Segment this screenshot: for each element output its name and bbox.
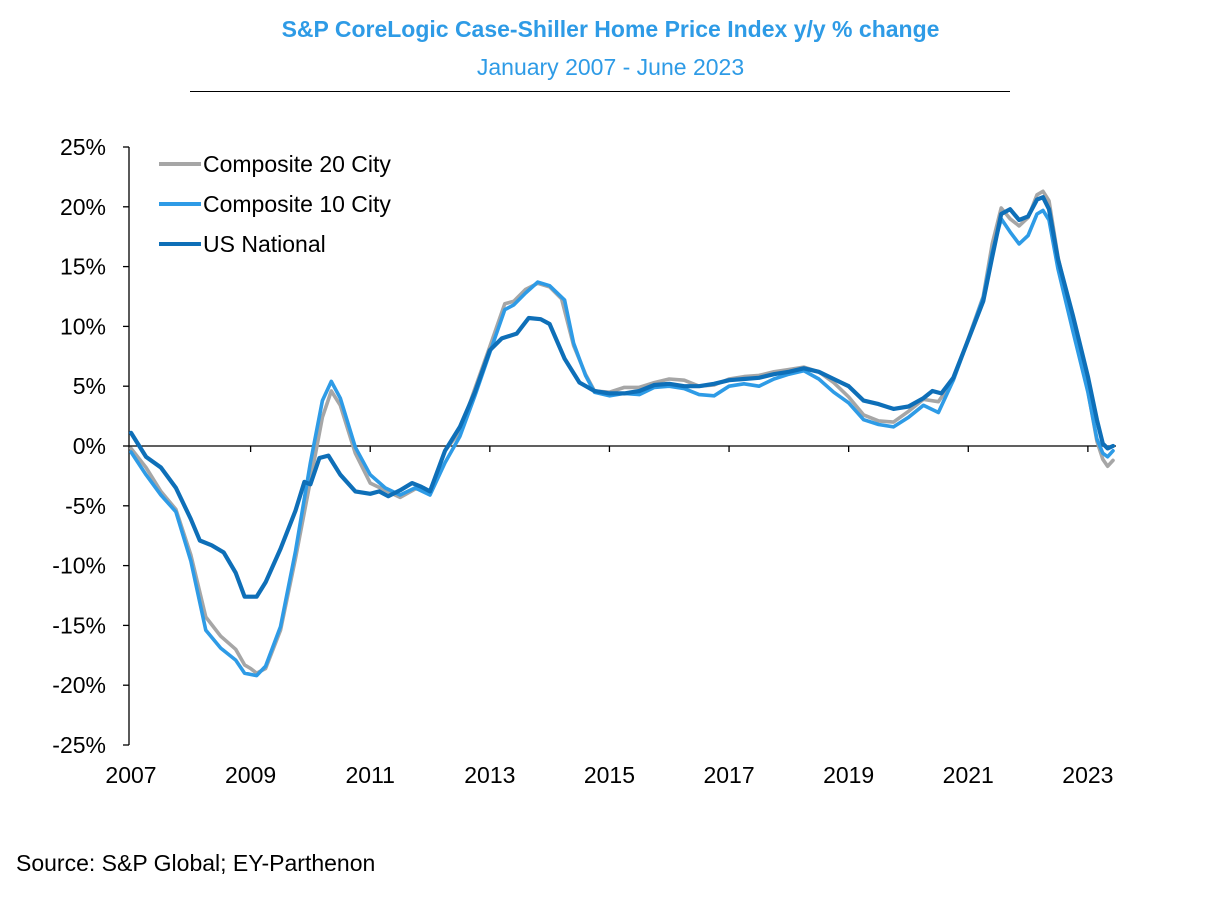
x-tick-label: 2009 (225, 762, 276, 788)
series-line-us-national (128, 195, 1116, 599)
chart-series (128, 189, 1116, 678)
y-tick-label: 5% (73, 373, 106, 399)
x-tick-label: 2023 (1062, 762, 1113, 788)
y-tick-label: -5% (65, 493, 106, 519)
legend-label-us-national: US National (203, 231, 326, 257)
y-tick-label: -15% (52, 612, 106, 638)
chart-subtitle: January 2007 - June 2023 (476, 54, 745, 80)
y-tick-label: -20% (52, 672, 106, 698)
x-tick-label: 2013 (464, 762, 515, 788)
x-tick-label: 2019 (823, 762, 874, 788)
series-line-composite-20-city (129, 189, 1115, 675)
y-tick-label: 20% (60, 194, 106, 220)
chart-title: S&P CoreLogic Case-Shiller Home Price In… (281, 16, 940, 42)
y-tick-label: 10% (60, 313, 106, 339)
source-note: Source: S&P Global; EY-Parthenon (16, 850, 376, 876)
title-divider (190, 91, 1010, 92)
x-tick-label: 2007 (105, 762, 156, 788)
legend-label-composite-10-city: Composite 10 City (203, 191, 391, 217)
y-tick-label: -10% (52, 553, 106, 579)
chart-axes: -25% -20% -15% -10% -5% 0% 5% 10% 15% 20% 25% 2007 2… (52, 134, 1116, 788)
y-tick-label: 0% (73, 433, 106, 459)
y-tick-label: 15% (60, 254, 106, 280)
x-tick-label: 2017 (703, 762, 754, 788)
y-tick-label: -25% (52, 732, 106, 758)
x-tick-label: 2015 (584, 762, 635, 788)
x-tick-label: 2021 (943, 762, 994, 788)
series-line-composite-10-city (129, 208, 1115, 678)
x-tick-label: 2011 (345, 762, 394, 788)
chart-legend: Composite 20 City Composite 10 City US Nat… (159, 151, 391, 257)
legend-label-composite-20-city: Composite 20 City (203, 151, 391, 177)
y-tick-label: 25% (60, 134, 106, 160)
